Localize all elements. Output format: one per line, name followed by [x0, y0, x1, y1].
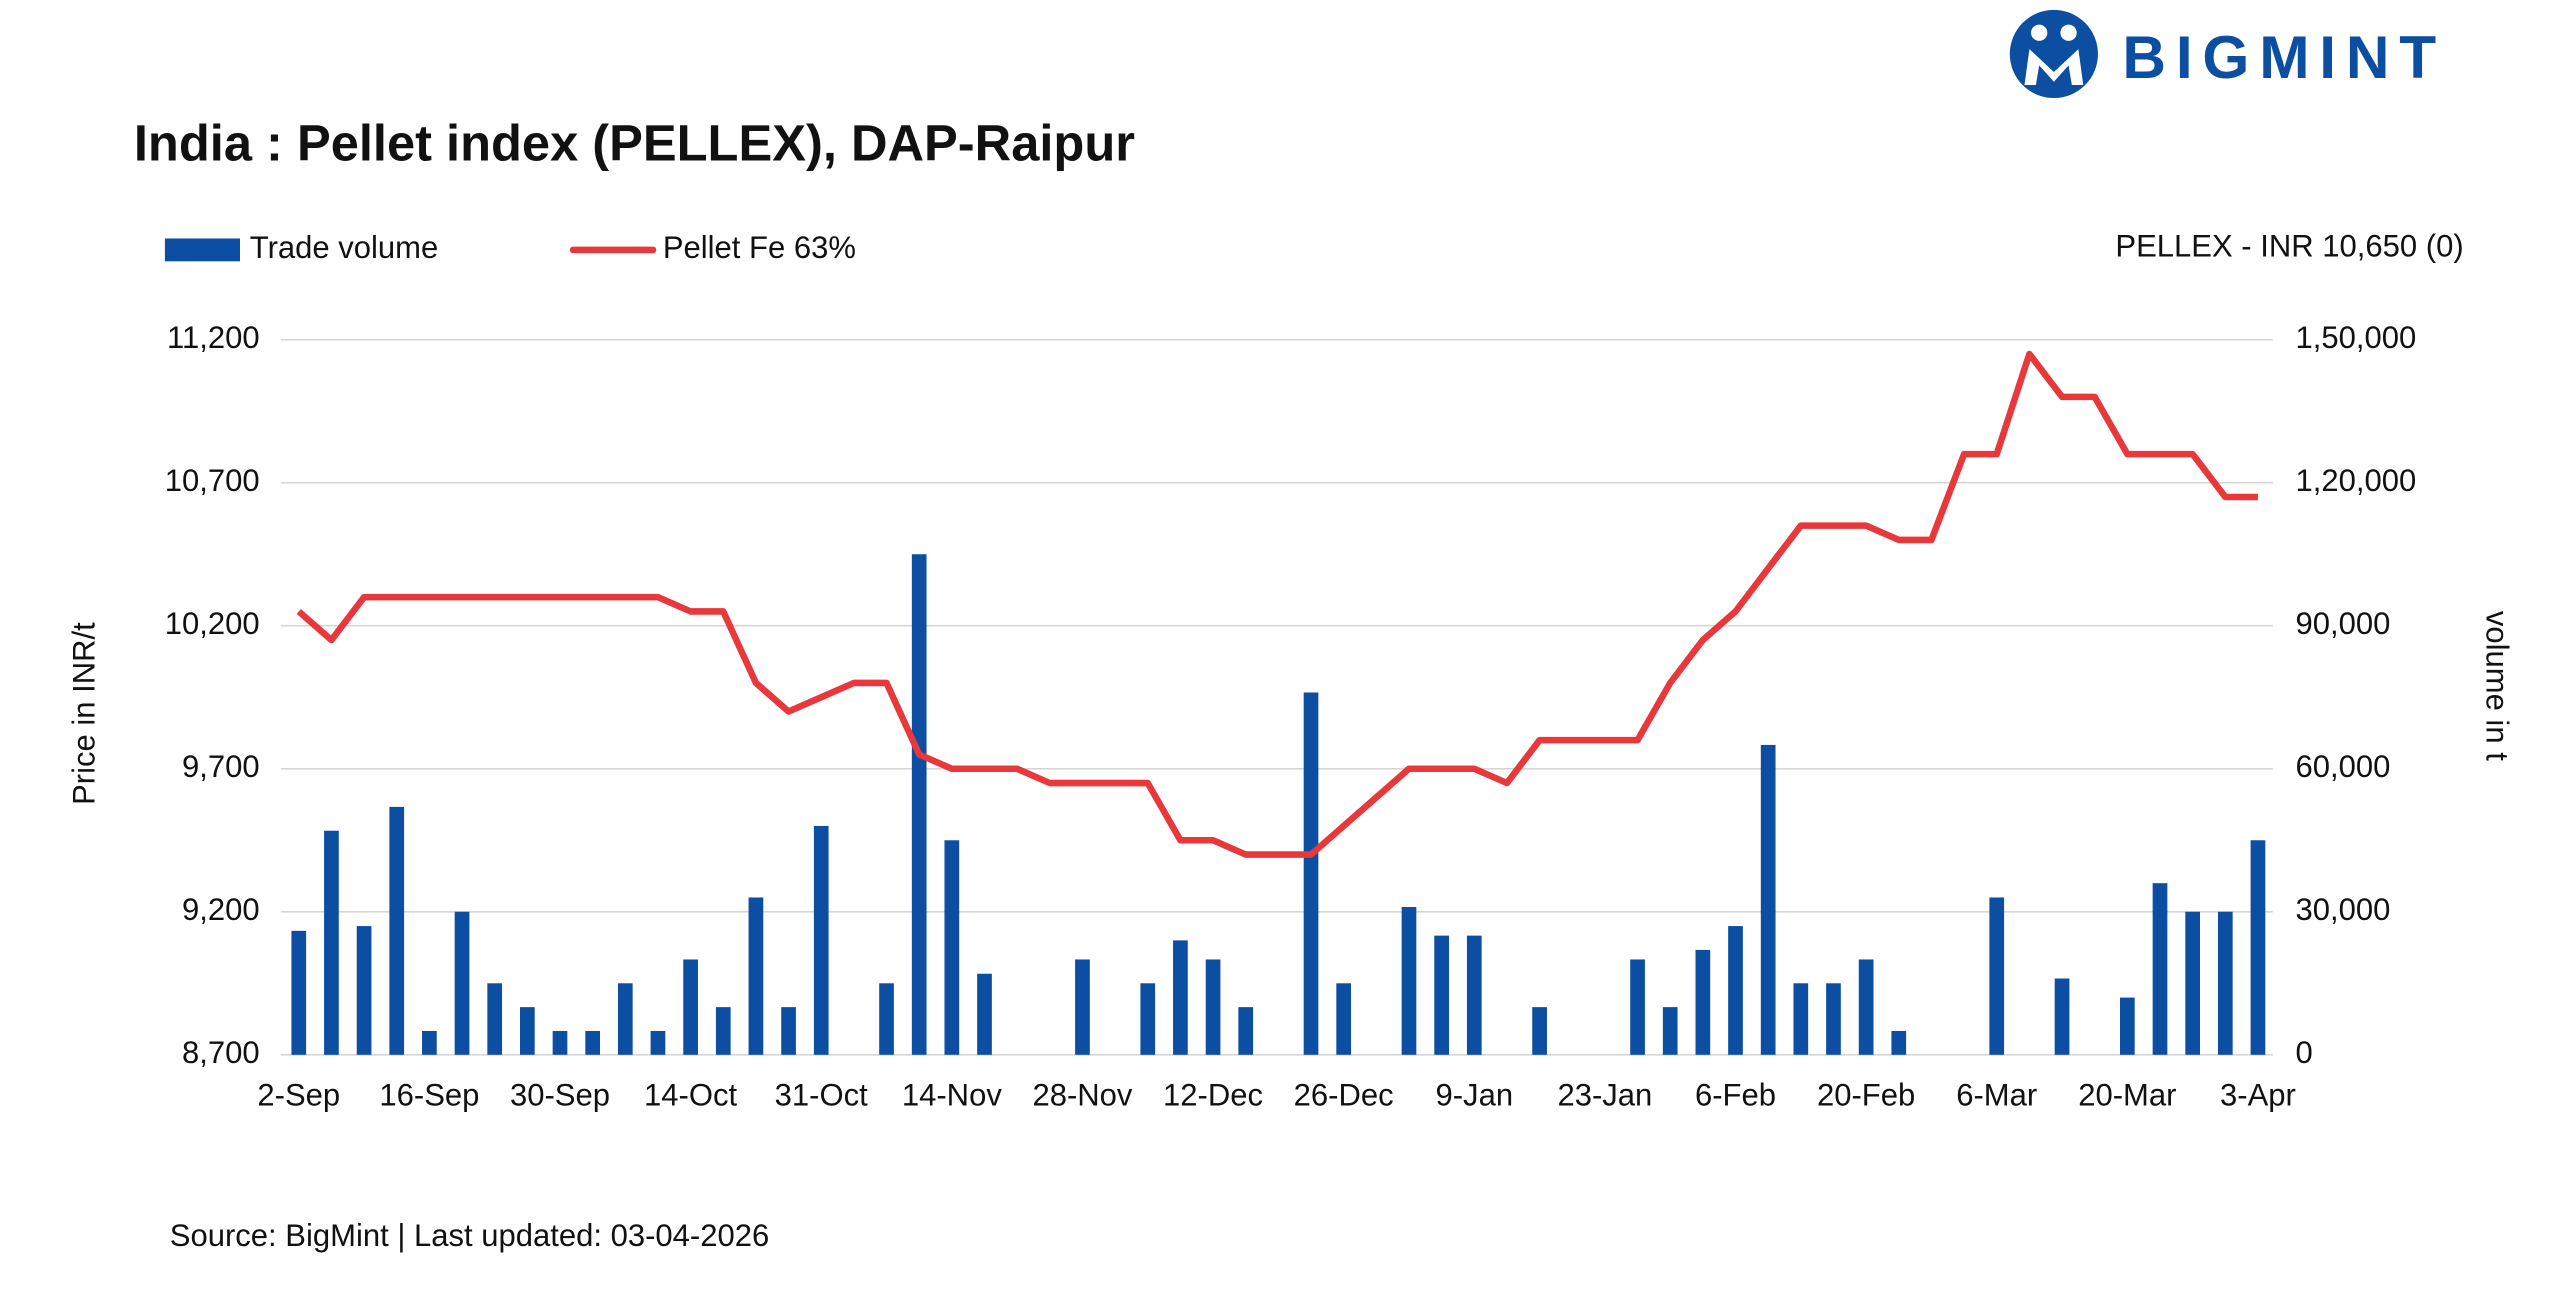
bar	[1075, 959, 1090, 1055]
x-tick-label: 16-Sep	[379, 1077, 479, 1112]
bar	[715, 1007, 731, 1055]
bar	[748, 897, 764, 1055]
y-tick-label: 11,200	[167, 320, 260, 355]
chart-title: India : Pellet index (PELLEX), DAP-Raipu…	[134, 114, 1135, 171]
x-tick-label: 9-Jan	[1435, 1077, 1513, 1112]
x-tick-label: 31-Oct	[775, 1077, 868, 1112]
x-tick-label: 23-Jan	[1557, 1077, 1652, 1112]
bar	[1793, 983, 1809, 1055]
bar	[1466, 935, 1482, 1055]
x-tick-label: 28-Nov	[1032, 1077, 1132, 1112]
y-tick-label: 8,700	[182, 1035, 260, 1070]
bar	[1695, 949, 1711, 1055]
bar	[977, 973, 992, 1055]
bar	[520, 1007, 535, 1055]
bar	[422, 1030, 437, 1055]
x-tick-label: 14-Nov	[902, 1077, 1002, 1112]
bar	[879, 983, 894, 1055]
bar	[2120, 997, 2135, 1055]
bar	[487, 983, 503, 1055]
bar	[1630, 959, 1645, 1055]
bar	[617, 983, 633, 1055]
bar	[2217, 911, 2233, 1055]
x-tick-label: 30-Sep	[510, 1077, 610, 1112]
bar	[650, 1030, 666, 1055]
bar	[683, 959, 698, 1055]
bar	[2250, 840, 2266, 1055]
y-tick-label: 9,700	[182, 749, 260, 784]
bar	[1401, 907, 1417, 1055]
annotation: PELLEX - INR 10,650 (0)	[2115, 228, 2463, 263]
bar	[781, 1007, 796, 1055]
legend-label: Trade volume	[250, 230, 438, 265]
bar	[1140, 983, 1156, 1055]
bar	[2185, 911, 2200, 1055]
y2-axis-title: volume in t	[2480, 611, 2515, 761]
y-axis-title: Price in INR/t	[67, 622, 102, 805]
source-note: Source: BigMint | Last updated: 03-04-20…	[170, 1218, 769, 1253]
bar	[1238, 1007, 1254, 1055]
bar	[944, 840, 960, 1055]
bar	[1303, 692, 1319, 1055]
y-tick-label: 10,700	[165, 463, 260, 498]
bar	[1205, 959, 1221, 1055]
x-tick-label: 6-Feb	[1695, 1077, 1776, 1112]
bar	[585, 1030, 600, 1055]
y2-tick-label: 1,50,000	[2296, 320, 2417, 355]
x-tick-label: 2-Sep	[257, 1077, 340, 1112]
x-tick-label: 20-Mar	[2078, 1077, 2176, 1112]
bar	[1858, 959, 1874, 1055]
bar	[552, 1030, 568, 1055]
line	[296, 350, 2258, 858]
bar	[1336, 983, 1352, 1055]
y2-tick-label: 1,20,000	[2296, 463, 2417, 498]
bar	[291, 930, 307, 1055]
bar	[1826, 983, 1841, 1055]
bar	[356, 926, 372, 1055]
legend-label: Pellet Fe 63%	[663, 230, 856, 265]
bar	[1532, 1007, 1547, 1055]
y-tick-label: 9,200	[182, 892, 260, 927]
y2-tick-label: 0	[2296, 1035, 2313, 1070]
logo-text: BIGMINT	[2122, 23, 2446, 91]
bar	[1434, 935, 1449, 1055]
bar	[911, 554, 927, 1055]
bar	[454, 911, 470, 1055]
x-tick-label: 14-Oct	[644, 1077, 737, 1112]
bar	[1728, 926, 1743, 1055]
bar	[1662, 1007, 1678, 1055]
logo-icon	[2009, 9, 2098, 99]
x-tick-label: 6-Mar	[1956, 1077, 2037, 1112]
x-tick-label: 3-Apr	[2220, 1077, 2296, 1112]
x-tick-label: 26-Dec	[1294, 1077, 1394, 1112]
bar	[813, 825, 829, 1055]
legend-swatch	[164, 238, 240, 262]
bar	[2152, 883, 2168, 1055]
bar	[1173, 940, 1188, 1055]
y2-tick-label: 60,000	[2296, 749, 2391, 784]
bar	[2054, 978, 2070, 1055]
bar	[389, 806, 405, 1055]
x-tick-label: 12-Dec	[1163, 1077, 1263, 1112]
bar	[1760, 744, 1776, 1055]
y-tick-label: 10,200	[165, 606, 260, 641]
y2-tick-label: 90,000	[2296, 606, 2391, 641]
bar	[324, 830, 339, 1055]
x-tick-label: 20-Feb	[1817, 1077, 1915, 1112]
y2-tick-label: 30,000	[2296, 892, 2391, 927]
bar	[1989, 897, 2005, 1055]
bar	[1891, 1030, 1907, 1055]
